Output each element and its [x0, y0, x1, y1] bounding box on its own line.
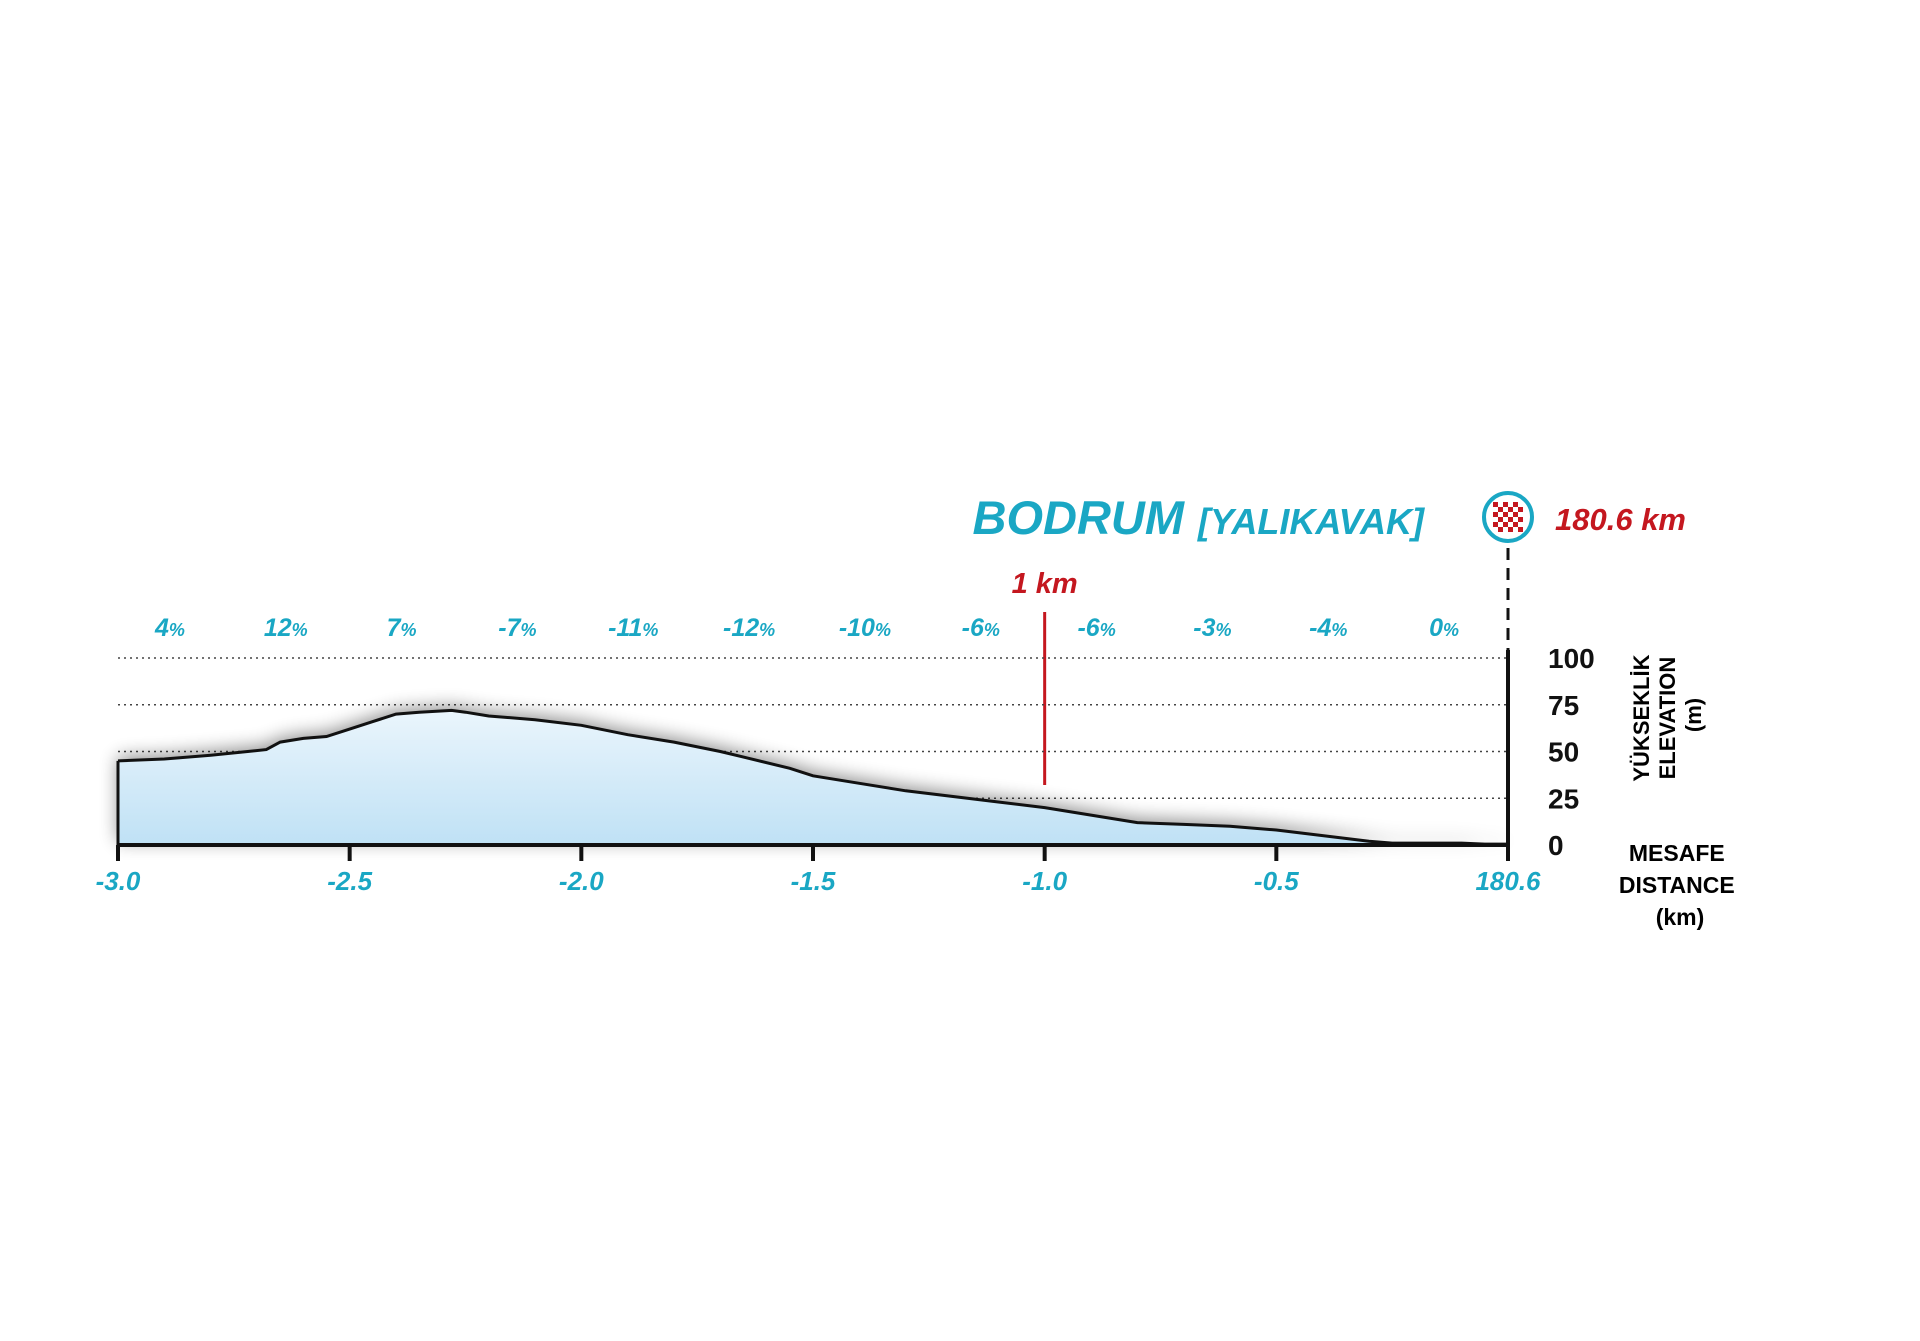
y-axis-title-line: YÜKSEKLİK	[1629, 654, 1654, 781]
gradient-unit: %	[1443, 620, 1459, 640]
x-axis-title-line: (km)	[1656, 904, 1705, 930]
gradient-label: 0%	[1429, 614, 1459, 642]
y-tick-label: 50	[1548, 737, 1579, 768]
gradient-value: 12	[264, 614, 292, 642]
x-tick-label: 180.6	[1475, 866, 1541, 896]
x-tick-label: -0.5	[1254, 866, 1299, 896]
gradient-label: -6%	[1077, 614, 1115, 642]
finish-place-name: BODRUM	[973, 491, 1185, 544]
x-tick-label: -3.0	[96, 866, 141, 896]
gradient-unit: %	[401, 620, 417, 640]
finish-distance-label: 180.6 km	[1555, 502, 1686, 537]
gradient-unit: %	[759, 620, 775, 640]
gradient-value: 7	[387, 614, 402, 642]
gradient-label: 4%	[154, 614, 185, 642]
gradient-row: 4% 12% 7% -7% -11% -12% -10% -6% -6% -3% -4% 0%	[154, 614, 1459, 642]
gradient-value: -11	[608, 614, 642, 642]
gradient-unit: %	[984, 620, 1000, 640]
y-tick-label: 100	[1548, 643, 1595, 674]
gradient-label: -4%	[1309, 614, 1347, 642]
gradient-unit: %	[169, 620, 185, 640]
y-tick-label: 75	[1548, 690, 1579, 721]
checkered-flag-icon	[1482, 491, 1534, 543]
x-axis-title: MESAFE DISTANCE (km)	[1619, 840, 1741, 930]
elevation-area	[118, 710, 1508, 845]
elevation-line	[117, 708, 1508, 846]
gradient-unit: %	[292, 620, 308, 640]
gradient-label: -11%	[608, 614, 658, 642]
gradient-unit: %	[1100, 620, 1116, 640]
gradient-value: -10	[839, 614, 875, 642]
x-axis-title-line: MESAFE	[1629, 840, 1725, 866]
gradient-label: 12%	[264, 614, 308, 642]
gradient-value: 0	[1429, 614, 1443, 642]
x-tick-label: -2.5	[327, 866, 372, 896]
grid	[118, 657, 1508, 799]
gradient-label: -6%	[962, 614, 1000, 642]
gradient-value: -4	[1309, 614, 1331, 642]
y-axis-title-line: (m)	[1681, 698, 1706, 732]
x-tick-label: -2.0	[559, 866, 604, 896]
gradient-value: 4	[154, 614, 169, 642]
gradient-label: -10%	[839, 614, 891, 642]
gradient-label: -12%	[723, 614, 775, 642]
gradient-value: -12	[723, 614, 759, 642]
x-ticks: -3.0 -2.5 -2.0 -1.5 -1.0 -0.5 180.6	[96, 845, 1541, 896]
gradient-value: -7	[498, 614, 521, 642]
marker-label: 1 km	[1012, 568, 1078, 600]
y-axis-title-line: ELEVATION	[1655, 657, 1680, 780]
finish-place-subtitle: [YALIKAVAK]	[1197, 501, 1425, 542]
y-ticks: 0 25 50 75 100	[1548, 643, 1595, 861]
x-tick-label: -1.0	[1022, 866, 1067, 896]
gradient-label: -3%	[1193, 614, 1231, 642]
gradient-unit: %	[642, 620, 658, 640]
gradient-label: -7%	[498, 614, 536, 642]
gradient-unit: %	[1216, 620, 1232, 640]
gradient-value: -6	[1077, 614, 1100, 642]
y-tick-label: 0	[1548, 830, 1564, 861]
x-tick-label: -1.5	[791, 866, 836, 896]
y-axis-title: YÜKSEKLİK ELEVATION (m)	[1629, 648, 1706, 781]
gradient-value: -3	[1193, 614, 1215, 642]
gradient-unit: %	[521, 620, 537, 640]
gradient-unit: %	[875, 620, 891, 640]
y-tick-label: 25	[1548, 783, 1579, 814]
gradient-label: 7%	[387, 614, 417, 642]
gradient-unit: %	[1331, 620, 1347, 640]
gradient-value: -6	[962, 614, 985, 642]
x-axis-title-line: DISTANCE	[1619, 872, 1735, 898]
